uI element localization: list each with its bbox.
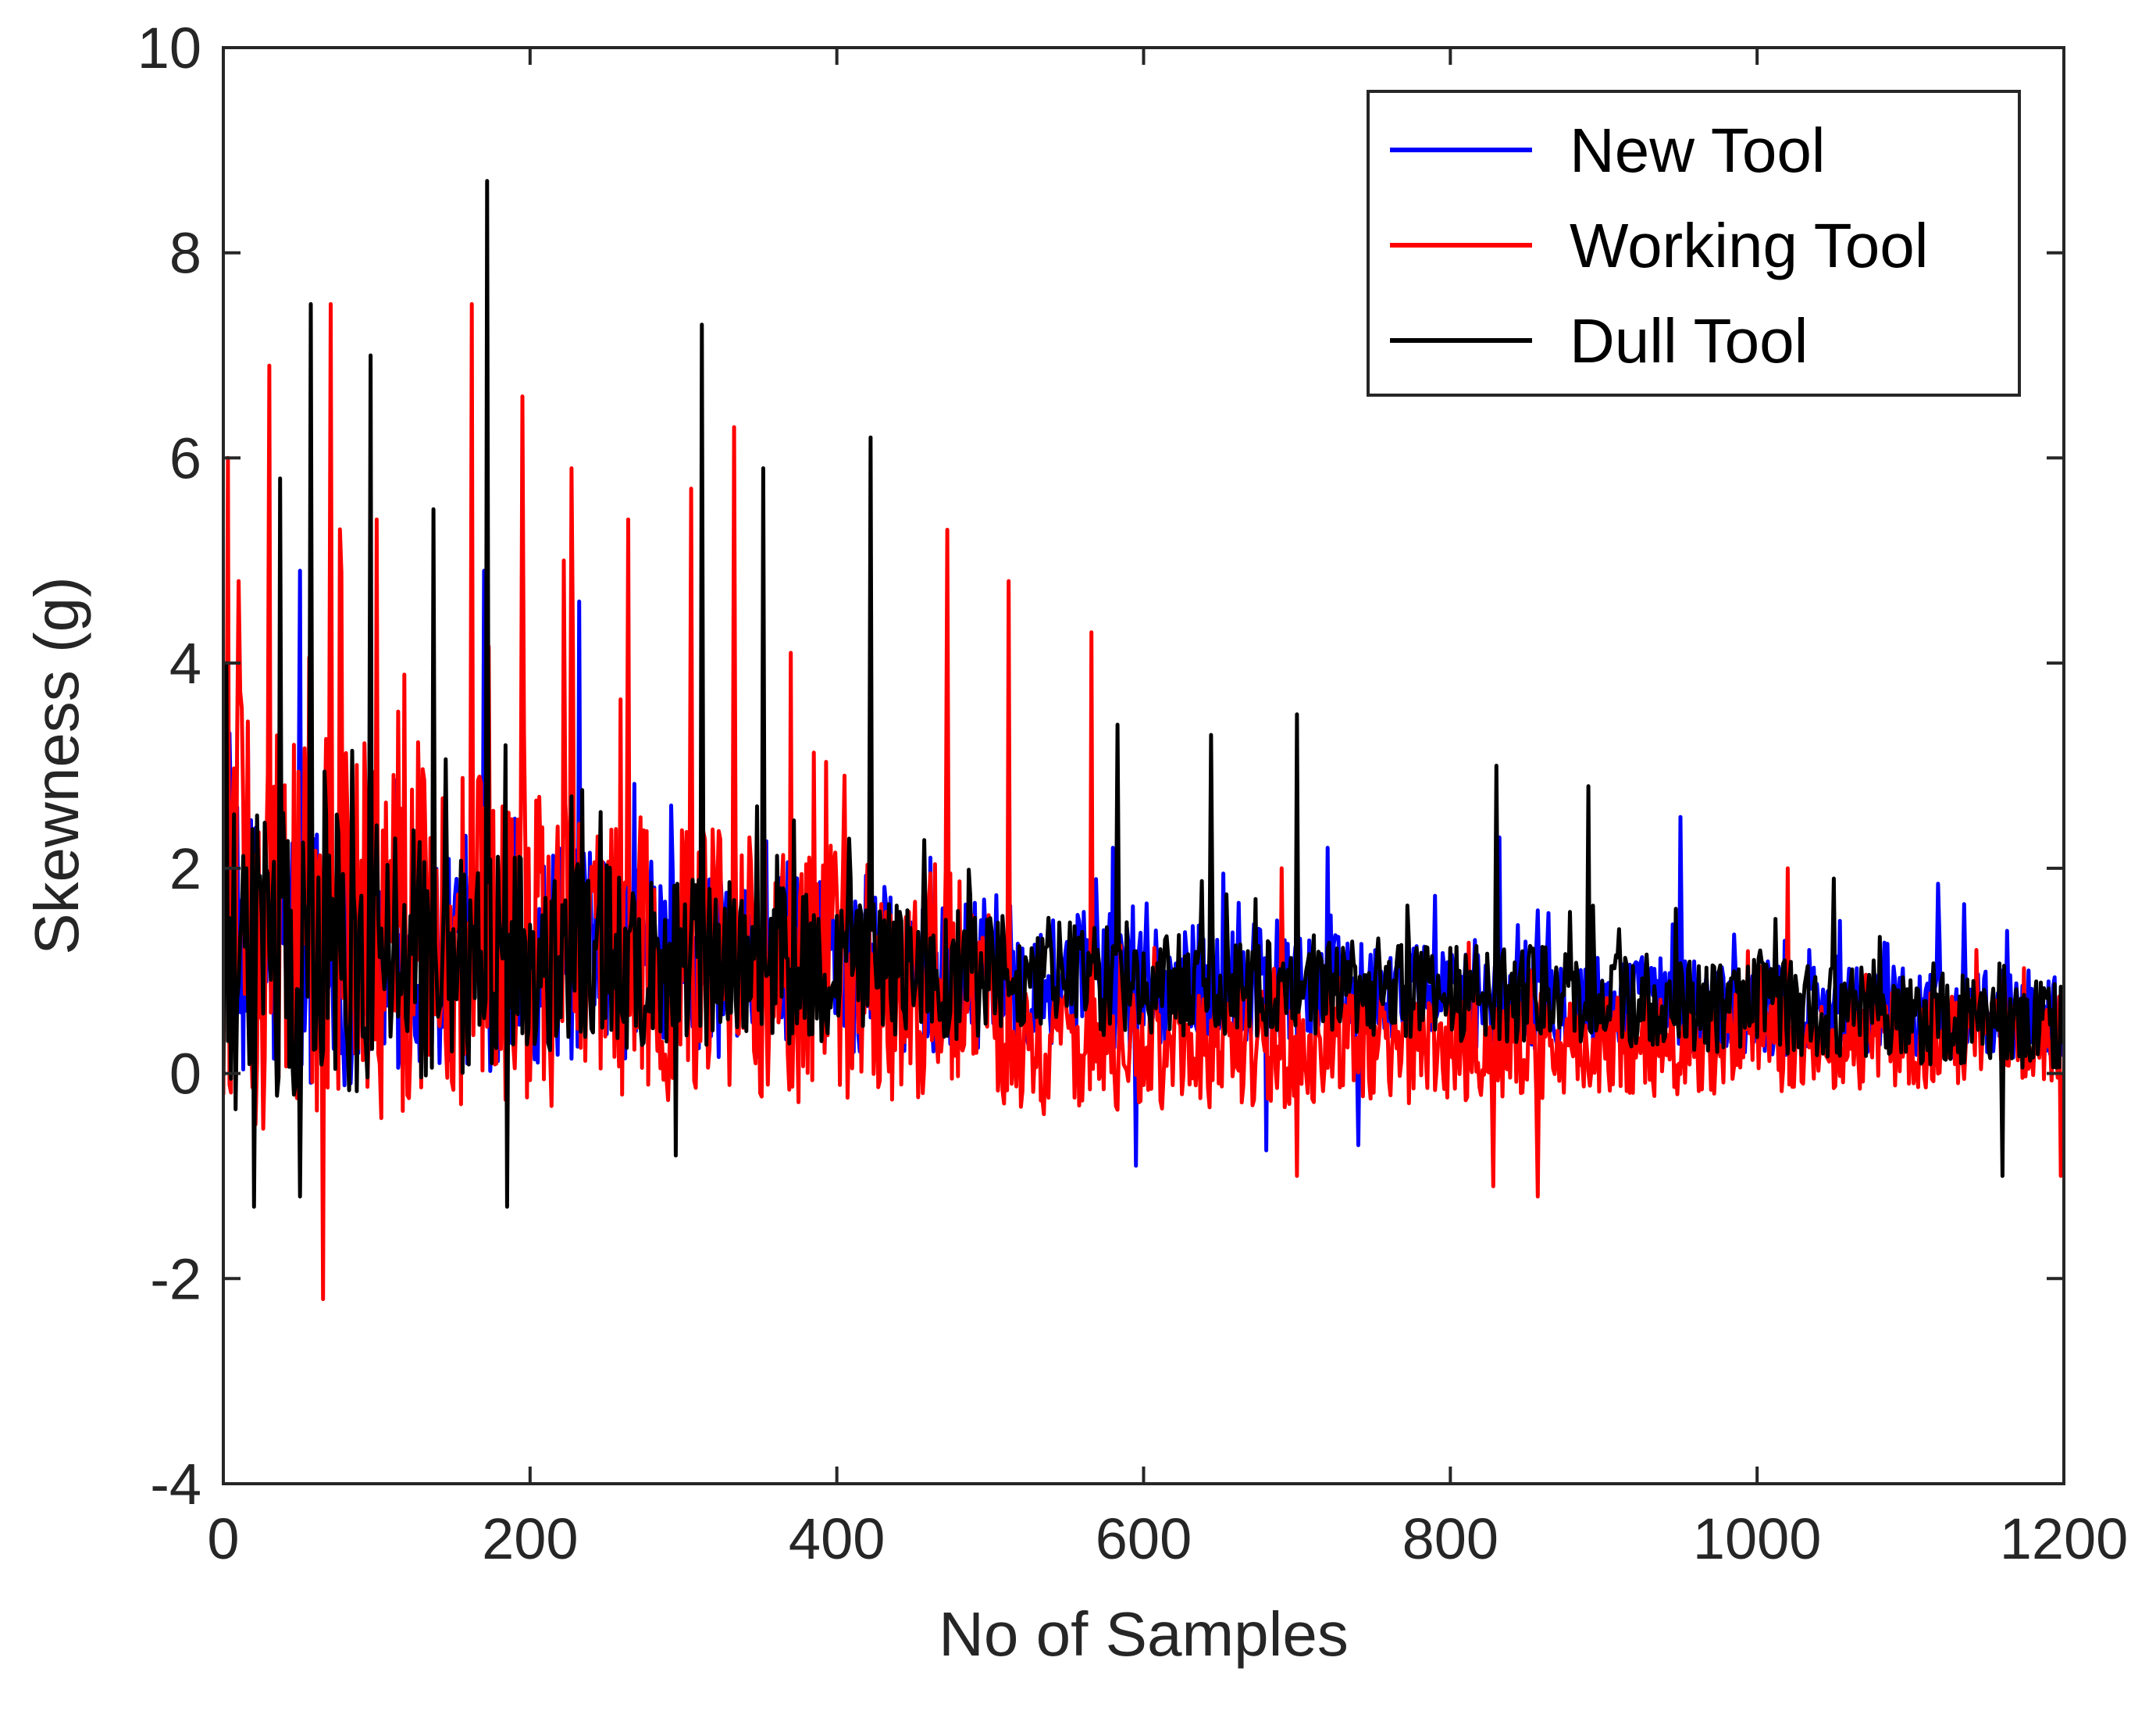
x-tick-label: 800 [1402, 1506, 1499, 1571]
y-tick-label: 6 [169, 426, 201, 490]
x-axis: 0 200 400 600 800 1000 1200 [207, 48, 2128, 1571]
legend-label-new-tool: New Tool [1570, 116, 1826, 185]
x-tick-label: 0 [207, 1506, 239, 1571]
y-axis: -4 -2 0 2 4 6 8 10 [137, 16, 2064, 1517]
x-tick-label: 200 [482, 1506, 578, 1571]
y-tick-label: 0 [169, 1042, 201, 1107]
y-tick-label: 4 [169, 631, 201, 696]
x-tick-label: 1200 [2000, 1506, 2129, 1571]
legend-label-working-tool: Working Tool [1570, 211, 1929, 280]
y-tick-label: 8 [169, 221, 201, 286]
legend: New Tool Working Tool Dull Tool [1367, 90, 2021, 397]
y-tick-label: 2 [169, 836, 201, 901]
x-tick-label: 400 [789, 1506, 885, 1571]
x-tick-label: 600 [1096, 1506, 1192, 1571]
legend-label-dull-tool: Dull Tool [1570, 306, 1808, 376]
series-line-dull-tool [223, 179, 2064, 1209]
y-tick-label: -4 [150, 1452, 201, 1517]
y-axis-title: Skewness (g) [22, 576, 91, 955]
x-axis-title: No of Samples [939, 1599, 1349, 1669]
y-tick-label: -2 [150, 1246, 201, 1311]
series-layer [223, 179, 2064, 1302]
y-tick-label: 10 [137, 16, 201, 80]
x-tick-label: 1000 [1693, 1506, 1822, 1571]
